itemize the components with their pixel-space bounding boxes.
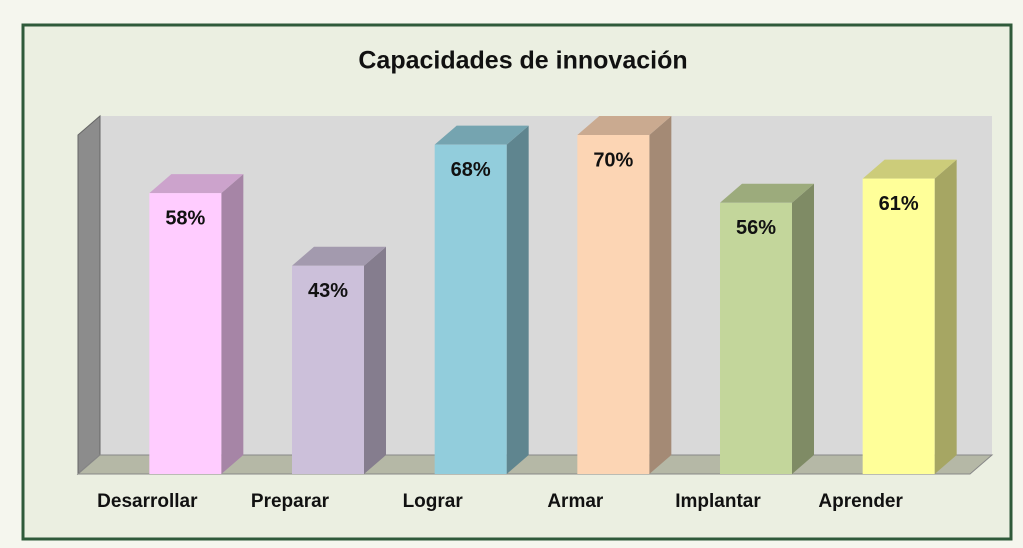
x-tick-label: Armar [547, 491, 604, 512]
value-label: 58% [165, 207, 205, 229]
x-tick-label: Desarrollar [97, 491, 198, 512]
bar-top [862, 159, 957, 179]
bar-top [577, 116, 672, 135]
bar-top [292, 246, 386, 266]
x-tick-label: Preparar [251, 491, 330, 512]
x-tick-label: Lograr [403, 491, 464, 512]
bar-top [434, 125, 529, 145]
bar-side [364, 246, 386, 474]
chart-title: Capacidades de innovación [358, 47, 687, 75]
bar-top [149, 174, 244, 194]
value-label: 68% [451, 159, 491, 181]
bar [862, 178, 935, 475]
x-tick-label: Aprender [818, 491, 903, 512]
value-label: 56% [736, 217, 776, 239]
bar-side [649, 116, 672, 474]
value-label: 70% [593, 149, 633, 171]
bar-top [720, 183, 814, 203]
value-label: 61% [879, 193, 919, 215]
bar [577, 135, 650, 474]
bar-side [792, 183, 814, 475]
side-wall [77, 114, 101, 476]
value-label: 43% [308, 280, 348, 302]
bar [292, 265, 364, 474]
x-tick-label: Implantar [675, 491, 761, 512]
bar-side [506, 125, 529, 474]
bar [434, 144, 507, 474]
bar-side [934, 159, 957, 475]
bar [720, 202, 792, 475]
bar-side [221, 174, 244, 474]
bar [149, 193, 222, 474]
